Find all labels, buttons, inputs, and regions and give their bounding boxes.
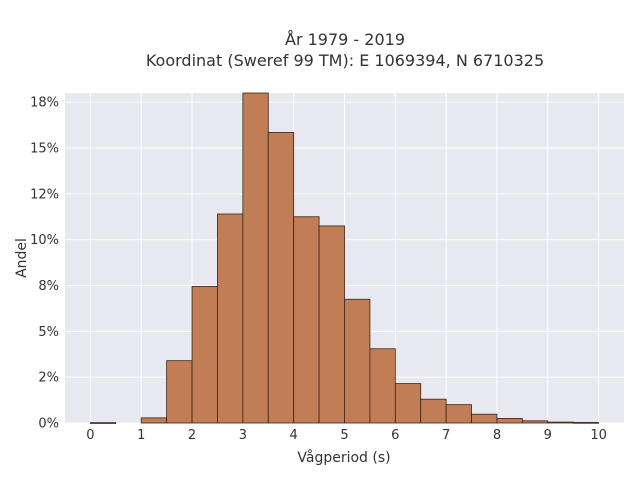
histogram-bar [90, 422, 117, 424]
histogram-bar [267, 132, 295, 424]
y-axis-ticks: 0% 2% 5% 8% 10% 12% 15% 18% [30, 96, 59, 432]
histogram-bar [217, 213, 244, 424]
x-tick-label: 1 [137, 428, 145, 443]
histogram-bar [496, 418, 523, 424]
x-tick-label: 9 [544, 428, 552, 443]
histogram-bar [445, 404, 472, 424]
x-tick-label: 5 [340, 428, 348, 443]
x-tick-label: 2 [188, 428, 196, 443]
histogram-bar [420, 398, 447, 424]
histogram-bar [369, 348, 396, 424]
histogram-bar [547, 421, 574, 424]
x-tick-label: 10 [590, 428, 607, 443]
x-tick-label: 7 [442, 428, 450, 443]
histogram-bar [318, 225, 345, 424]
histogram-bar [191, 286, 218, 424]
y-tick-label: 2% [38, 371, 59, 386]
bars-group [90, 92, 599, 424]
x-axis-ticks: 0 1 2 3 4 5 6 7 8 9 10 [86, 428, 607, 443]
y-tick-label: 5% [38, 325, 59, 340]
y-tick-label: 12% [30, 187, 59, 202]
histogram-bar [521, 420, 549, 424]
histogram-bar [572, 422, 599, 424]
x-tick-label: 6 [391, 428, 399, 443]
histogram-bar [242, 92, 269, 424]
histogram-bar [166, 360, 193, 424]
histogram-bar [293, 216, 320, 424]
y-tick-label: 10% [30, 233, 59, 248]
histogram-bar [394, 383, 422, 424]
histogram-bar [344, 298, 371, 424]
chart-title-line-1: År 1979 - 2019 [285, 30, 405, 49]
x-tick-label: 3 [239, 428, 247, 443]
y-tick-label: 18% [30, 96, 59, 111]
x-tick-label: 4 [290, 428, 298, 443]
y-axis-label: Andel [14, 238, 30, 278]
chart-title-line-2: Koordinat (Sweref 99 TM): E 1069394, N 6… [146, 51, 544, 70]
x-axis-label: Vågperiod (s) [297, 449, 390, 466]
y-tick-label: 8% [38, 279, 59, 294]
x-tick-label: 8 [493, 428, 501, 443]
y-tick-label: 0% [38, 417, 59, 432]
y-tick-label: 15% [30, 142, 59, 157]
x-tick-label: 0 [86, 428, 94, 443]
histogram-bar [140, 417, 168, 424]
histogram-bar [471, 413, 498, 424]
